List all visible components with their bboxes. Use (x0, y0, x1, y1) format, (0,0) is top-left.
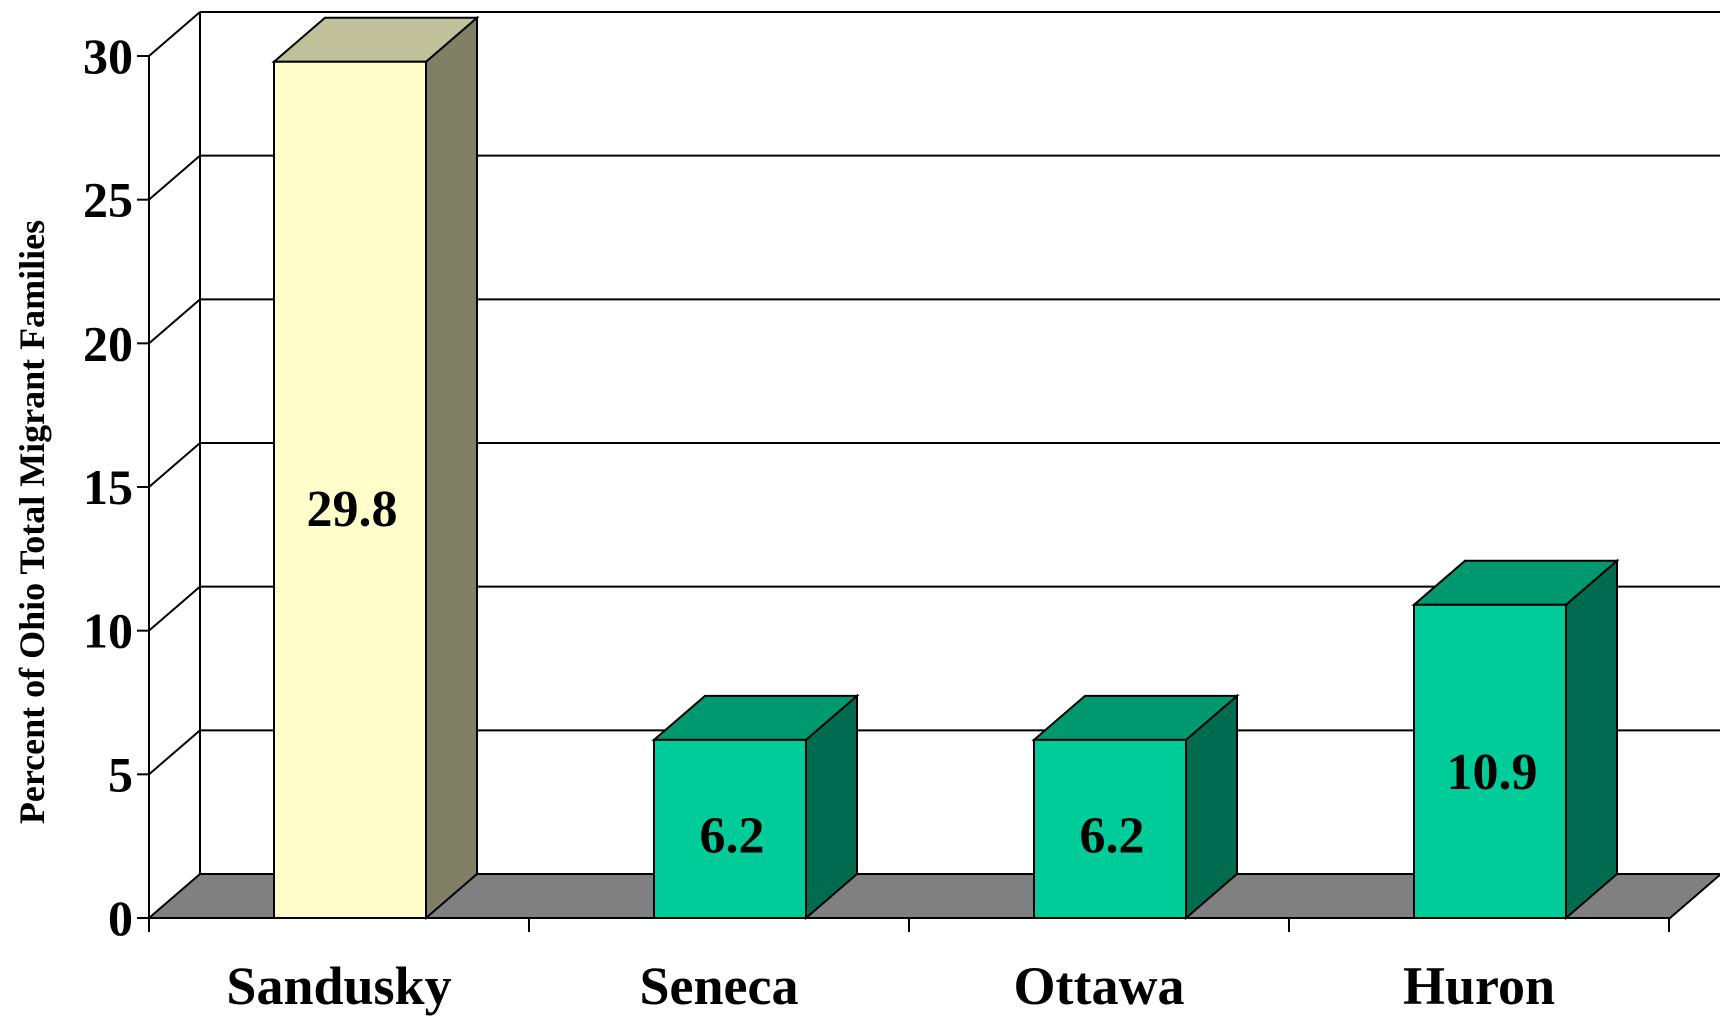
gridline-diag-2 (148, 585, 201, 632)
y-axis-title: Percent of Ohio Total Migrant Families (12, 220, 52, 824)
bar-side-0 (425, 15, 478, 921)
data-label-1: 6.2 (700, 807, 765, 864)
gridline-diag-3 (148, 442, 201, 488)
x-tick-label-1: Seneca (640, 956, 799, 1016)
bar-front-3 (1413, 603, 1567, 919)
y-tick-label-0: 0 (108, 890, 133, 946)
gridline-diag-6 (148, 11, 201, 57)
data-label-0: 29.8 (307, 481, 398, 538)
chart-bars (271, 15, 1620, 921)
x-tick-label-2: Ottawa (1014, 956, 1185, 1016)
data-label-2: 6.2 (1080, 807, 1145, 864)
bar-front-1 (653, 738, 807, 919)
x-tick-label-3: Huron (1403, 956, 1555, 1016)
bar-0 (271, 15, 480, 921)
y-tick-label-4: 20 (83, 315, 133, 371)
x-tick-label-0: Sandusky (226, 956, 451, 1016)
chart-labels: 0 5 10 15 20 25 30 29.8 Sandusky 6.2 Seneca 6.2 Otta… (83, 28, 1555, 1016)
y-tick-label-5: 25 (83, 172, 133, 228)
bar-2 (1031, 693, 1240, 921)
y-tick-label-2: 10 (83, 603, 133, 659)
bar-1 (651, 693, 860, 921)
y-tick-label-3: 15 (83, 459, 133, 515)
gridline-diag-5 (148, 154, 201, 201)
y-tick-label-6: 30 (83, 28, 133, 84)
bar-side-3 (1565, 558, 1618, 921)
data-label-3: 10.9 (1447, 744, 1538, 801)
gridline-diag-4 (148, 298, 201, 345)
gridline-diag-1 (148, 729, 201, 776)
y-tick-label-1: 5 (108, 746, 133, 802)
bar-front-0 (273, 60, 427, 920)
bar-3 (1411, 558, 1620, 921)
bar-front-2 (1033, 738, 1187, 919)
